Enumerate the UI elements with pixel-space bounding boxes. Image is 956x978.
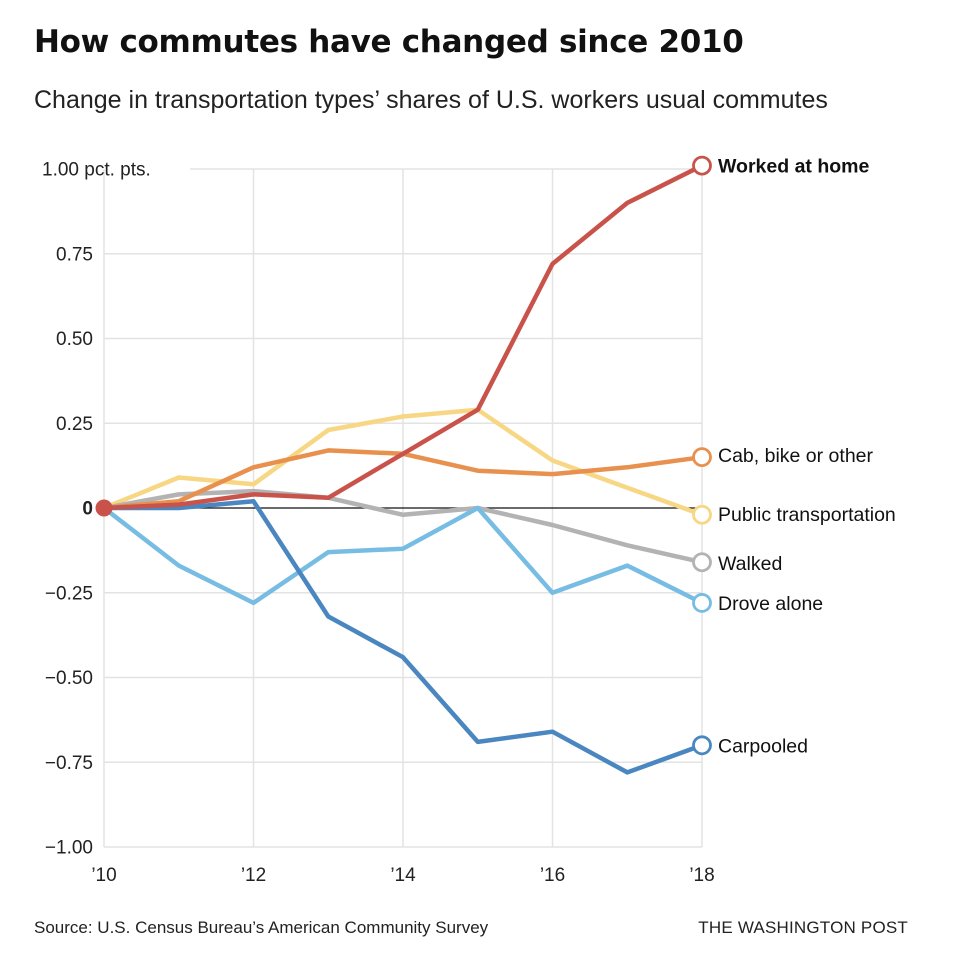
x-tick-label: ’16 (540, 865, 565, 886)
series-label-cab-bike-or-other: Cab, bike or other (718, 445, 874, 467)
source-note: Source: U.S. Census Bureau’s American Co… (34, 918, 489, 937)
y-tick-label: 1.00 pct. pts. (42, 160, 151, 181)
axis-labels: 1.00 pct. pts. 0.75 0.50 0.25 0 −0.25 −0.50 −0.… (42, 160, 715, 887)
grid-layer (103, 168, 703, 848)
y-tick-label: −0.75 (45, 753, 93, 774)
y-tick-label: 0.75 (56, 244, 93, 265)
x-tick-label: ’18 (689, 865, 714, 886)
series-label-drove-alone: Drove alone (718, 593, 823, 615)
end-marker-drove-alone (692, 593, 712, 613)
x-tick-label: ’12 (241, 865, 266, 886)
end-marker-worked-at-home (692, 155, 712, 176)
end-marker-walked (692, 552, 712, 573)
series-line-carpooled (101, 498, 705, 775)
series-line-drove-alone (101, 505, 705, 606)
series-line-public-transportation (101, 407, 705, 518)
series-line-walked (101, 488, 705, 565)
y-tick-label: 0 (82, 499, 93, 520)
series-markers (95, 155, 712, 756)
x-tick-label: ’10 (91, 865, 116, 886)
y-tick-label: −1.00 (45, 838, 93, 859)
y-tick-label: 0.25 (56, 414, 93, 435)
series-label-walked: Walked (718, 553, 782, 575)
end-marker-public-transportation (692, 504, 712, 525)
series-line-worked-at-home (101, 163, 705, 511)
chart-subtitle: Change in transportation types’ shares o… (34, 86, 828, 114)
publisher-credit: THE WASHINGTON POST (698, 918, 908, 937)
chart-title: How commutes have changed since 2010 (34, 24, 744, 60)
end-marker-carpooled (692, 735, 712, 756)
end-marker-cab-bike-or-other (692, 447, 712, 468)
y-tick-label: −0.50 (45, 668, 93, 689)
series-label-worked-at-home: Worked at home (718, 156, 869, 178)
series-label-carpooled: Carpooled (718, 735, 808, 757)
y-tick-label: −0.25 (45, 583, 93, 604)
y-tick-label: 0.50 (56, 329, 93, 350)
series-lines (101, 163, 705, 775)
x-tick-label: ’14 (390, 865, 416, 886)
series-label-public-transportation: Public transportation (718, 504, 896, 526)
start-point-marker (95, 499, 113, 517)
series-labels: Public transportation Walked Cab, bike or … (718, 156, 896, 758)
